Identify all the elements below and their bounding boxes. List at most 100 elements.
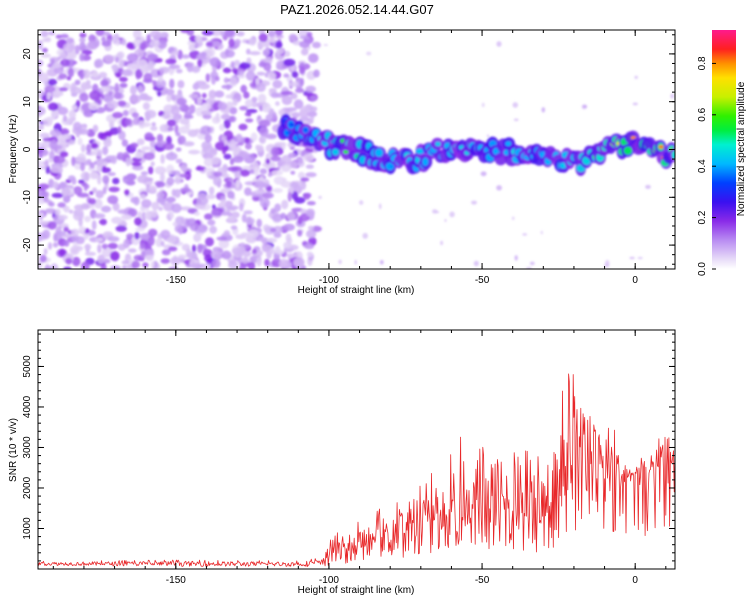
noise-blob bbox=[201, 30, 214, 36]
noise-blob bbox=[84, 215, 91, 223]
noise-blob bbox=[43, 196, 49, 203]
noise-blob bbox=[63, 205, 70, 213]
noise-blob bbox=[112, 177, 120, 185]
noise-blob bbox=[125, 118, 132, 126]
noise-blob bbox=[207, 219, 216, 226]
noise-blob bbox=[126, 233, 134, 239]
noise-blob bbox=[224, 30, 235, 37]
noise-blob bbox=[288, 152, 297, 159]
noise-blob bbox=[264, 133, 277, 140]
noise-blob bbox=[159, 172, 165, 183]
noise-blob bbox=[496, 185, 502, 191]
noise-blob bbox=[234, 39, 241, 45]
signal-blob-core bbox=[505, 141, 512, 147]
noise-blob bbox=[100, 86, 111, 92]
noise-blob bbox=[189, 222, 200, 232]
noise-blob bbox=[38, 183, 50, 190]
noise-blob bbox=[142, 102, 150, 110]
noise-blob bbox=[110, 265, 121, 269]
snr-axes: -150 -100 -50 0 1000 2000 3000 4000 5000 bbox=[22, 330, 675, 586]
noise-blob bbox=[305, 85, 317, 93]
noise-blob bbox=[121, 139, 129, 147]
noise-blob bbox=[47, 78, 58, 86]
noise-blob bbox=[291, 112, 300, 119]
noise-blob bbox=[162, 142, 175, 150]
noise-blob bbox=[200, 51, 207, 58]
noise-blob bbox=[251, 96, 258, 103]
noise-blob bbox=[258, 119, 271, 128]
signal-blob-core bbox=[343, 150, 349, 154]
noise-blob bbox=[169, 78, 175, 89]
spectrogram-xlabel: Height of straight line (km) bbox=[298, 285, 415, 296]
noise-blob bbox=[45, 208, 56, 214]
noise-blob bbox=[63, 240, 70, 247]
noise-blob bbox=[52, 242, 59, 248]
noise-blob bbox=[255, 82, 266, 92]
noise-blob bbox=[275, 41, 283, 49]
noise-blob bbox=[171, 188, 176, 197]
noise-blob bbox=[88, 171, 99, 180]
noise-blob bbox=[137, 175, 149, 184]
noise-blob bbox=[102, 175, 110, 184]
noise-blob bbox=[55, 34, 62, 39]
noise-blob bbox=[338, 259, 342, 265]
noise-blob bbox=[234, 170, 241, 180]
noise-blob bbox=[84, 184, 90, 189]
noise-blob bbox=[303, 193, 310, 200]
noise-blob bbox=[366, 51, 372, 56]
noise-blob bbox=[221, 135, 227, 142]
noise-blob bbox=[148, 185, 157, 193]
noise-blob bbox=[213, 176, 222, 187]
noise-blob bbox=[449, 211, 455, 218]
noise-blob bbox=[38, 89, 42, 99]
spectrogram-image bbox=[38, 30, 675, 269]
noise-blob bbox=[290, 92, 298, 100]
noise-blob bbox=[227, 205, 239, 211]
noise-blob bbox=[144, 132, 154, 141]
noise-blob bbox=[238, 123, 248, 131]
x-tick-label: -50 bbox=[475, 275, 490, 286]
noise-blob bbox=[244, 112, 251, 117]
noise-blob bbox=[151, 209, 158, 218]
noise-blob bbox=[522, 233, 528, 236]
noise-blob bbox=[145, 254, 154, 262]
noise-blob bbox=[281, 141, 286, 151]
noise-blob bbox=[128, 248, 137, 253]
noise-blob bbox=[274, 245, 281, 255]
noise-blob bbox=[165, 58, 177, 65]
noise-blob bbox=[274, 203, 281, 212]
noise-blob bbox=[107, 242, 118, 250]
noise-blob bbox=[84, 50, 92, 56]
noise-blob bbox=[205, 73, 210, 83]
noise-blob bbox=[208, 89, 217, 100]
noise-blob bbox=[257, 39, 265, 50]
noise-blob bbox=[197, 224, 208, 233]
noise-blob bbox=[269, 247, 275, 255]
noise-blob bbox=[134, 231, 140, 240]
noise-blob bbox=[98, 71, 108, 78]
noise-blob bbox=[273, 232, 282, 238]
noise-blob bbox=[209, 186, 215, 195]
noise-blob bbox=[119, 76, 128, 82]
noise-blob bbox=[129, 94, 141, 104]
noise-blob bbox=[100, 79, 109, 88]
noise-blob bbox=[221, 211, 229, 216]
noise-blob bbox=[143, 72, 153, 83]
noise-blob bbox=[259, 135, 267, 144]
colorbar-tick-label: 0.8 bbox=[697, 56, 708, 70]
noise-blob bbox=[160, 240, 165, 247]
y-tick-label: 10 bbox=[22, 96, 33, 108]
noise-blob bbox=[168, 64, 181, 70]
noise-blob bbox=[280, 154, 292, 165]
noise-blob bbox=[239, 62, 251, 70]
noise-blob bbox=[175, 216, 185, 226]
noise-blob bbox=[117, 100, 127, 107]
noise-blob bbox=[243, 210, 253, 215]
noise-blob bbox=[269, 228, 277, 233]
noise-blob bbox=[256, 71, 266, 76]
snr-xlabel: Height of straight line (km) bbox=[298, 585, 415, 596]
noise-blob bbox=[235, 179, 240, 189]
noise-blob bbox=[107, 172, 116, 177]
noise-blob bbox=[111, 216, 123, 224]
